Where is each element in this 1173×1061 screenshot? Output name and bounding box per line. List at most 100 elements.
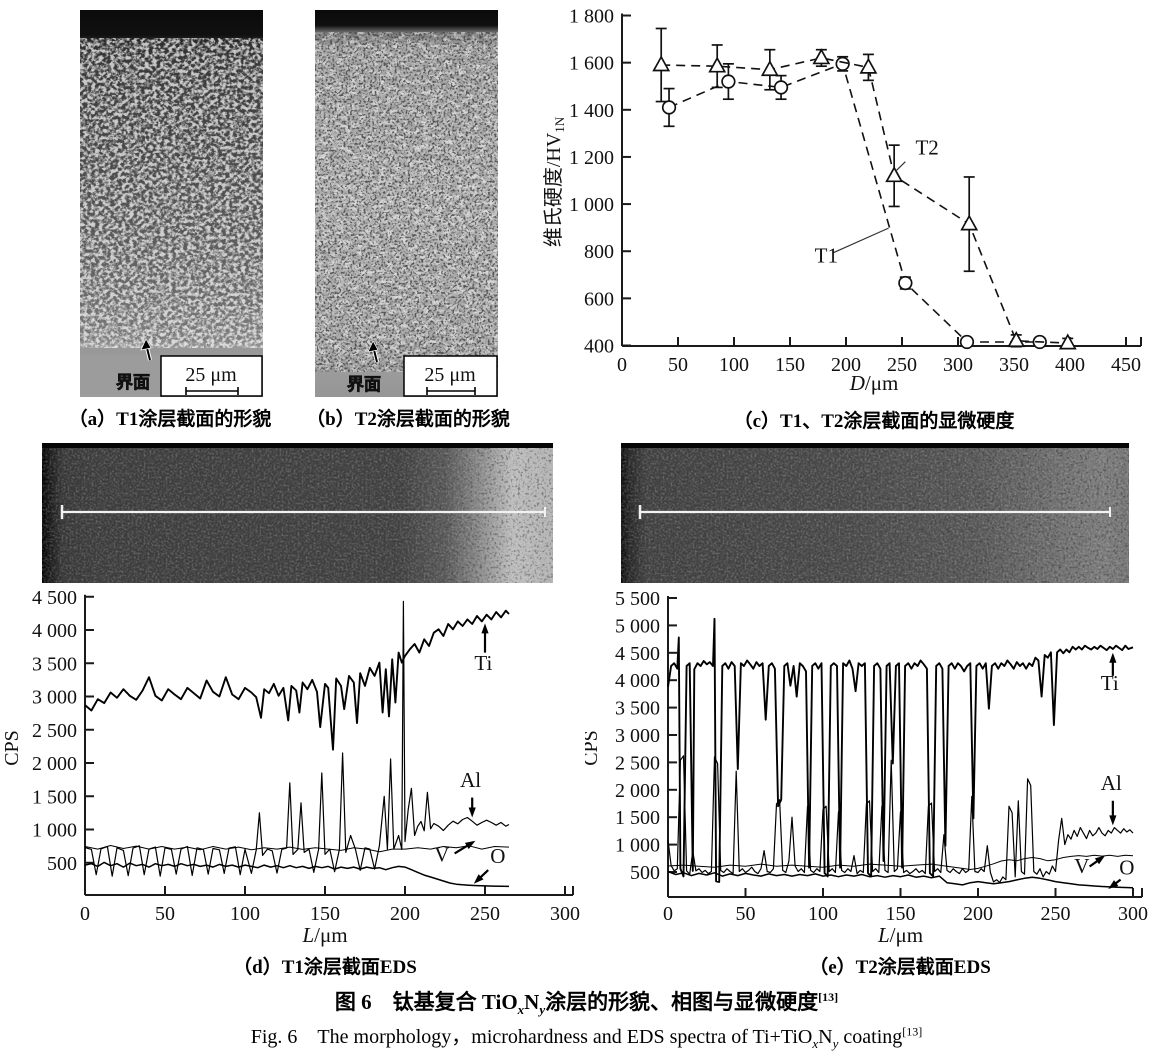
y-tick-label: 400 [584, 336, 614, 358]
element-label-text: O [1119, 856, 1134, 880]
y-tick-label: 1 000 [615, 835, 660, 857]
x-tick-label: 250 [887, 354, 917, 376]
element-label-text: V [434, 842, 449, 866]
y-tick-label: 3 000 [32, 687, 77, 709]
series-Al [84, 600, 510, 877]
y-tick-label: 1 000 [569, 194, 614, 216]
x-tick-label: 50 [668, 354, 688, 376]
sem-pore-texture [80, 130, 263, 348]
element-label-Al: Al [460, 768, 481, 818]
sem-linescan-strip-t1 [42, 443, 553, 583]
element-label-text: O [490, 844, 505, 868]
caption-panel-c: （c）T1、T2涂层截面的显微硬度 [733, 411, 1015, 432]
marker-circle-icon [721, 74, 736, 89]
annotation-leader-line [894, 161, 906, 172]
x-tick-label: 300 [1118, 903, 1148, 925]
element-label-text: Al [1101, 771, 1122, 795]
interface-arrow-icon [140, 338, 152, 361]
micrograph-t1-cross-section: 界面 25 μm [80, 10, 263, 397]
series-Ti [667, 617, 1134, 883]
caption-zh-text: 涂层的形貌、相图与显微硬度 [545, 990, 819, 1014]
x-tick-label: 0 [617, 354, 627, 376]
x-tick-label: 200 [831, 354, 861, 376]
element-label-Ti: Ti [1101, 652, 1119, 695]
y-tick-label: 4 500 [615, 643, 660, 665]
y-tick-label: 2 500 [615, 752, 660, 774]
arrow-head-icon [1094, 855, 1106, 865]
caption-en-sub-y: y [832, 1036, 839, 1051]
arrow-head-icon [468, 807, 476, 818]
arrow-shaft [454, 844, 470, 855]
caption-panel-b: （b）T2涂层截面的形貌 [306, 409, 510, 430]
x-tick-label: 0 [663, 903, 673, 925]
scale-label: 25 μm [424, 364, 476, 386]
figure-caption-zh: 图 6 钛基复合 TiOxNy涂层的形貌、相图与显微硬度[13] [0, 986, 1173, 1018]
series-O [667, 870, 1134, 889]
x-tick-label: 350 [999, 354, 1029, 376]
x-tick-label: 0 [80, 903, 90, 925]
annotation-text: T1 [815, 244, 838, 268]
x-axis-label: D/μm [849, 371, 899, 395]
element-label-Al: Al [1101, 771, 1122, 826]
series-T2 [652, 27, 1077, 350]
marker-triangle-icon [885, 166, 904, 183]
y-tick-label: 1 200 [569, 147, 614, 169]
y-tick-label: 2 000 [615, 780, 660, 802]
element-label-text: Ti [1101, 671, 1119, 695]
caption-en-text: N [818, 1026, 833, 1048]
y-tick-label: 1 800 [569, 6, 614, 28]
arrow-head-icon [1109, 652, 1117, 663]
marker-circle-icon [773, 80, 789, 95]
series-O [84, 861, 510, 888]
element-label-O: O [1108, 856, 1134, 889]
series-line [661, 57, 1068, 344]
arrow-head-icon [481, 623, 489, 634]
y-tick-label: 4 000 [615, 670, 660, 692]
y-tick-label: 3 000 [615, 725, 660, 747]
element-label-V: V [1074, 854, 1106, 878]
scale-label: 25 μm [185, 364, 237, 386]
y-tick-label: 4 500 [32, 590, 77, 609]
x-tick-label: 250 [470, 903, 500, 925]
interface-label: 界面 [347, 375, 381, 394]
linescan-path [60, 505, 546, 519]
x-tick-label: 150 [775, 354, 805, 376]
element-label-text: V [1074, 854, 1089, 878]
marker-triangle-icon [859, 57, 878, 74]
strip-top-edge [621, 443, 1129, 448]
element-label-V: V [434, 840, 476, 866]
figure-caption-en: Fig. 6 The morphology，microhardness and … [0, 1020, 1173, 1052]
x-tick-label: 100 [719, 354, 749, 376]
marker-triangle-icon [1007, 331, 1026, 348]
element-label-Ti: Ti [474, 623, 493, 675]
series-annotation-T1: T1 [815, 227, 889, 268]
x-tick-label: 100 [808, 903, 838, 925]
annotation-leader-line [832, 227, 889, 254]
series-line [668, 62, 1040, 343]
linescan-path [638, 505, 1111, 519]
x-tick-label: 200 [963, 903, 993, 925]
micrograph-t2-cross-section: 界面 25 μm [315, 10, 498, 397]
annotation-text: T2 [915, 136, 938, 160]
caption-en-ref: [13] [902, 1024, 923, 1039]
series-V [667, 854, 1134, 870]
caption-zh-sub-x: x [517, 1002, 525, 1018]
y-tick-label: 3 500 [615, 698, 660, 720]
x-tick-label: 150 [886, 903, 916, 925]
y-axis-label: CPS [585, 730, 602, 766]
caption-en-text: Fig. 6 The morphology，microhardness and … [250, 1026, 813, 1048]
caption-zh-text: 图 6 钛基复合 TiO [334, 990, 518, 1014]
marker-triangle-icon [708, 56, 727, 73]
sem-pore-texture [315, 32, 498, 372]
caption-panel-d: （d）T1涂层截面EDS [233, 957, 417, 978]
y-tick-label: 1 400 [569, 100, 614, 122]
y-tick-label: 500 [630, 862, 660, 884]
y-tick-label: 1 600 [569, 53, 614, 75]
y-tick-label: 5 500 [615, 590, 660, 610]
y-tick-label: 2 000 [32, 753, 77, 775]
series-Ti [84, 609, 510, 751]
